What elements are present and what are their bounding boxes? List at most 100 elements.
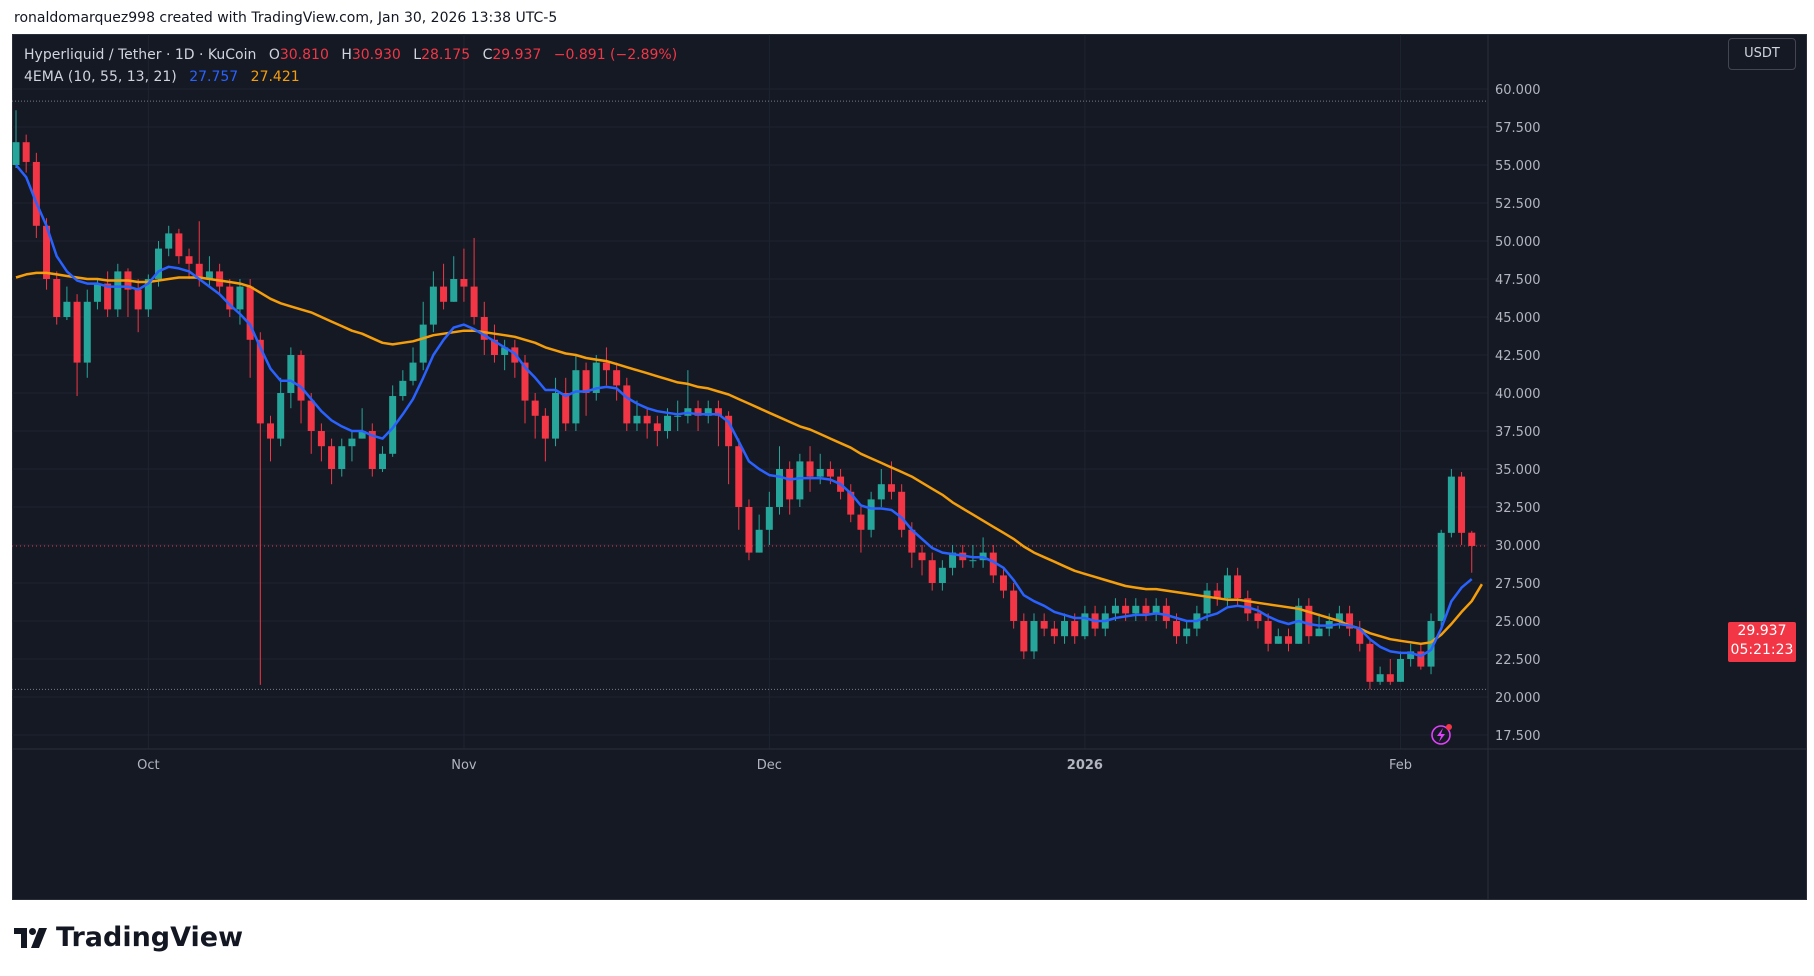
notification-dot	[1446, 724, 1452, 730]
candle-down	[22, 142, 30, 162]
brand-name: TradingView	[56, 922, 244, 953]
candle-up	[1081, 613, 1089, 637]
open-value: 30.810	[279, 47, 329, 63]
candle-down	[1417, 651, 1425, 667]
lightning-icon-bolt	[1437, 728, 1445, 742]
candle-up	[765, 507, 773, 530]
candle-down	[1040, 621, 1048, 629]
candle-up	[704, 408, 712, 416]
candle-down	[1071, 621, 1079, 637]
y-tick-label: 40.000	[1495, 387, 1541, 402]
ema-fast-value: 27.757	[189, 69, 239, 85]
candle-up	[1132, 605, 1140, 614]
candle-down	[73, 301, 81, 363]
candle-up	[816, 469, 824, 477]
candle-down	[582, 370, 590, 393]
x-tick-label: Dec	[757, 758, 782, 773]
candle-down	[490, 339, 498, 355]
y-tick-label: 42.500	[1495, 349, 1541, 364]
lightning-icon-ring	[1431, 725, 1451, 745]
candle-down	[521, 362, 529, 401]
candle-down	[1213, 590, 1221, 599]
indicator-label[interactable]: 4EMA (10, 55, 13, 21)	[24, 69, 177, 85]
candle-down	[216, 271, 224, 287]
candle-up	[1376, 674, 1384, 682]
candle-up	[501, 347, 509, 355]
candle-down	[714, 408, 722, 416]
candle-down	[195, 263, 203, 279]
candle-up	[419, 324, 427, 363]
low-label: L	[413, 47, 422, 63]
candle-down	[1356, 628, 1364, 644]
candle-up	[776, 469, 783, 507]
candle-up	[1427, 621, 1435, 667]
legend-indicator-row: 4EMA (10, 55, 13, 21) 27.757 27.421	[24, 66, 677, 88]
candle-up	[664, 415, 672, 431]
candle-down	[307, 400, 315, 431]
candle-up	[867, 499, 875, 530]
candle-up	[1274, 636, 1282, 644]
y-tick-label: 30.000	[1495, 539, 1541, 554]
candle-up	[389, 396, 397, 454]
candle-down	[175, 233, 183, 257]
open-label: O	[268, 47, 280, 63]
candle-down	[928, 560, 936, 583]
tradingview-brand[interactable]: TradingView	[14, 922, 243, 953]
candle-down	[887, 484, 895, 492]
candle-up	[674, 415, 682, 417]
last-price-tag: 29.937 05:21:23	[1728, 622, 1796, 662]
candle-down	[470, 286, 478, 317]
y-tick-label: 52.500	[1495, 197, 1541, 212]
ema-slow-line	[15, 271, 1483, 646]
candle-up	[1315, 628, 1323, 637]
candle-down	[847, 491, 855, 515]
candle-up	[969, 560, 977, 562]
candle-up	[592, 362, 600, 393]
candle-up	[287, 355, 295, 393]
y-tick-label: 37.500	[1495, 425, 1541, 440]
y-tick-label: 55.000	[1495, 159, 1541, 174]
x-tick-label: Feb	[1389, 758, 1412, 773]
candle-down	[1020, 621, 1028, 652]
lightning-icon[interactable]	[1431, 724, 1452, 745]
candle-up	[348, 438, 356, 447]
candle-down	[267, 423, 274, 439]
candle-up	[399, 380, 407, 397]
candle-up	[1335, 613, 1343, 621]
candle-down	[541, 415, 549, 439]
candle-up	[1407, 651, 1415, 659]
close-label: C	[482, 47, 493, 63]
candle-up	[1223, 575, 1231, 599]
candle-up	[572, 370, 580, 424]
symbol-label[interactable]: Hyperliquid / Tether · 1D · KuCoin	[24, 47, 257, 63]
candle-up	[93, 283, 101, 302]
candle-up	[1061, 621, 1069, 637]
candle-down	[1468, 532, 1476, 546]
y-tick-label: 60.000	[1495, 83, 1541, 98]
candle-down	[562, 393, 570, 424]
candle-up	[450, 279, 458, 302]
high-label: H	[341, 47, 352, 63]
ema-slow-value: 27.421	[250, 69, 300, 85]
y-tick-label: 32.500	[1495, 501, 1541, 516]
candle-down	[602, 362, 610, 371]
candle-down	[1234, 575, 1242, 599]
y-tick-label: 47.500	[1495, 273, 1541, 288]
candle-up	[63, 301, 71, 317]
high-value: 30.930	[351, 47, 401, 63]
candle-up	[633, 415, 641, 424]
candle-up	[552, 393, 560, 439]
candle-up	[114, 271, 122, 310]
price-chart[interactable]: 60.000 57.500 55.000 52.500 50.000 47.500 45.0…	[12, 34, 1807, 900]
candle-up	[755, 529, 763, 553]
candle-down	[1285, 636, 1292, 644]
candle-up	[1447, 476, 1455, 533]
candle-up	[358, 431, 366, 439]
last-price-value: 29.937	[1737, 623, 1787, 639]
candle-down	[134, 289, 142, 310]
currency-button[interactable]: USDT	[1728, 38, 1796, 70]
overlay	[1431, 724, 1452, 745]
candle-up	[236, 286, 244, 310]
candle-down	[826, 469, 834, 477]
candle-down	[1458, 476, 1466, 533]
